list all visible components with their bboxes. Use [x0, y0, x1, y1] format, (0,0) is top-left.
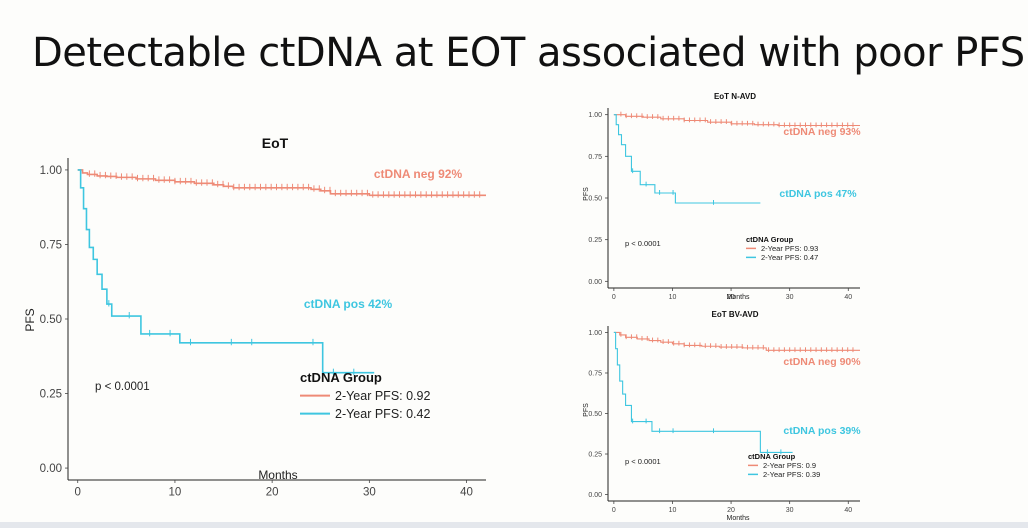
- y-tick-label: 0.75: [588, 154, 602, 161]
- legend-label-ctdna-neg: 2-Year PFS: 0.93: [761, 244, 818, 253]
- x-tick-label: 30: [786, 294, 794, 301]
- annotation-ctdna-pos: ctDNA pos 39%: [783, 425, 861, 437]
- km-chart-eot-bv-avd: 0.00 0.25 0.50 0.75 1.00 0 10 20 30 40 EoT BV-AVD M…: [583, 310, 861, 522]
- legend-label-ctdna-pos: 2-Year PFS: 0.42: [335, 407, 430, 421]
- x-tick-label: 20: [266, 487, 279, 499]
- y-tick-label: 0.00: [588, 492, 602, 499]
- series-line-ctdna-neg: [613, 331, 860, 351]
- y-tick-label: 0.75: [40, 239, 62, 251]
- x-tick-label: 10: [169, 487, 182, 499]
- y-tick-label: 1.00: [40, 165, 62, 177]
- x-axis-label: Months: [727, 515, 750, 522]
- y-axis-label: PFS: [23, 308, 37, 331]
- y-tick-label: 0.75: [588, 370, 602, 377]
- y-axis-label: PFS: [583, 187, 590, 201]
- series-line-ctdna-pos: [613, 331, 793, 453]
- series-line-ctdna-pos: [77, 169, 375, 374]
- chart-title: EoT N-AVD: [714, 92, 756, 101]
- x-tick-label: 0: [75, 487, 81, 499]
- annotation-ctdna-neg: ctDNA neg 90%: [783, 356, 861, 368]
- y-tick-label: 0.50: [588, 195, 602, 202]
- annotation-ctdna-neg: ctDNA neg 93%: [783, 126, 861, 138]
- km-chart-eot-n-avd: 0.00 0.25 0.50 0.75 1.00 0 10 20 30 40 EoT N-AVD Mo…: [583, 92, 861, 301]
- p-value: p < 0.0001: [625, 239, 661, 248]
- legend-title: ctDNA Group: [746, 235, 794, 244]
- x-tick-label: 20: [727, 294, 735, 301]
- x-tick-label: 30: [786, 507, 794, 514]
- legend-label-ctdna-neg: 2-Year PFS: 0.92: [335, 389, 430, 403]
- y-axis-label: PFS: [583, 403, 590, 417]
- y-tick-label: 0.00: [40, 463, 62, 475]
- series-line-ctdna-pos: [613, 114, 761, 204]
- x-tick-label: 30: [363, 487, 376, 499]
- y-tick-label: 1.00: [588, 112, 602, 119]
- slide-title: Detectable ctDNA at EOT associated with …: [32, 30, 1025, 76]
- x-tick-label: 40: [844, 294, 852, 301]
- x-tick-label: 10: [669, 507, 677, 514]
- y-tick-label: 0.50: [588, 411, 602, 418]
- x-tick-label: 40: [460, 487, 473, 499]
- y-tick-label: 0.00: [588, 279, 602, 286]
- x-tick-label: 40: [844, 507, 852, 514]
- legend-label-ctdna-pos: 2-Year PFS: 0.39: [763, 470, 820, 479]
- p-value: p < 0.0001: [95, 381, 150, 393]
- y-tick-label: 0.25: [588, 237, 602, 244]
- x-tick-label: 0: [612, 507, 616, 514]
- legend-label-ctdna-pos: 2-Year PFS: 0.47: [761, 253, 818, 262]
- p-value: p < 0.0001: [625, 457, 661, 466]
- y-tick-label: 0.50: [40, 314, 62, 326]
- x-axis-label: Months: [727, 294, 750, 301]
- series-line-ctdna-neg: [77, 169, 486, 197]
- legend-title: ctDNA Group: [300, 370, 382, 385]
- x-axis-label: Months: [258, 468, 297, 482]
- annotation-ctdna-neg: ctDNA neg 92%: [374, 167, 463, 181]
- y-tick-label: 0.25: [40, 389, 62, 401]
- y-tick-label: 0.25: [588, 451, 602, 458]
- x-tick-label: 10: [669, 294, 677, 301]
- y-tick-label: 1.00: [588, 330, 602, 337]
- chart-title: EoT: [262, 135, 289, 151]
- km-chart-eot: 0.00 0.25 0.50 0.75 1.00 0 10 20 30 40 EoT Months PF…: [23, 135, 486, 499]
- annotation-ctdna-pos: ctDNA pos 42%: [304, 297, 393, 311]
- x-tick-label: 20: [727, 507, 735, 514]
- annotation-ctdna-pos: ctDNA pos 47%: [779, 188, 857, 200]
- slide-bottom-bar: [0, 522, 1028, 528]
- x-tick-label: 0: [612, 294, 616, 301]
- chart-title: EoT BV-AVD: [712, 310, 759, 319]
- legend-title: ctDNA Group: [748, 452, 796, 461]
- legend-label-ctdna-neg: 2-Year PFS: 0.9: [763, 461, 816, 470]
